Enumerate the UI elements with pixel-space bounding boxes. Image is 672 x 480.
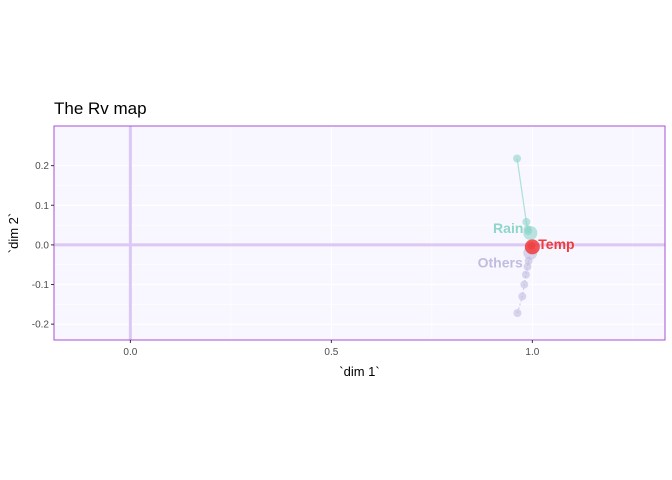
rain-main-point — [523, 226, 538, 240]
temp-main-point — [524, 239, 540, 255]
rain-point — [522, 217, 531, 226]
x-axis-ticks: 0.0 0.5 1.0 — [123, 340, 540, 358]
panel-border — [53, 125, 666, 341]
x-tick-label: 1.0 — [525, 347, 539, 358]
reference-lines — [54, 126, 665, 340]
others-point — [520, 280, 529, 289]
y-tick-label: -0.1 — [32, 280, 50, 291]
y-tick-label: 0.1 — [35, 201, 49, 212]
others-point — [513, 309, 522, 318]
plot-panel — [54, 126, 665, 340]
point-labels: Rain Others Temp — [478, 220, 575, 270]
others-point — [521, 270, 530, 279]
y-tick-label: -0.2 — [32, 320, 50, 331]
rain-label: Rain — [493, 220, 523, 236]
data-points — [513, 154, 540, 318]
others-point — [523, 262, 532, 271]
rain-point — [513, 154, 522, 163]
others-point — [518, 292, 527, 301]
y-tick-label: 0.0 — [35, 240, 49, 251]
y-tick-label: 0.2 — [35, 161, 49, 172]
x-tick-label: 0.0 — [123, 347, 137, 358]
y-axis-ticks: 0.2 0.1 0.0 -0.1 -0.2 — [32, 161, 54, 331]
x-tick-label: 0.5 — [324, 347, 338, 358]
chart-title: The Rv map — [54, 99, 147, 118]
others-label: Others — [478, 255, 523, 271]
y-axis-title: `dim 2` — [6, 213, 21, 253]
x-axis-title: `dim 1` — [339, 364, 379, 379]
temp-label: Temp — [538, 236, 574, 252]
